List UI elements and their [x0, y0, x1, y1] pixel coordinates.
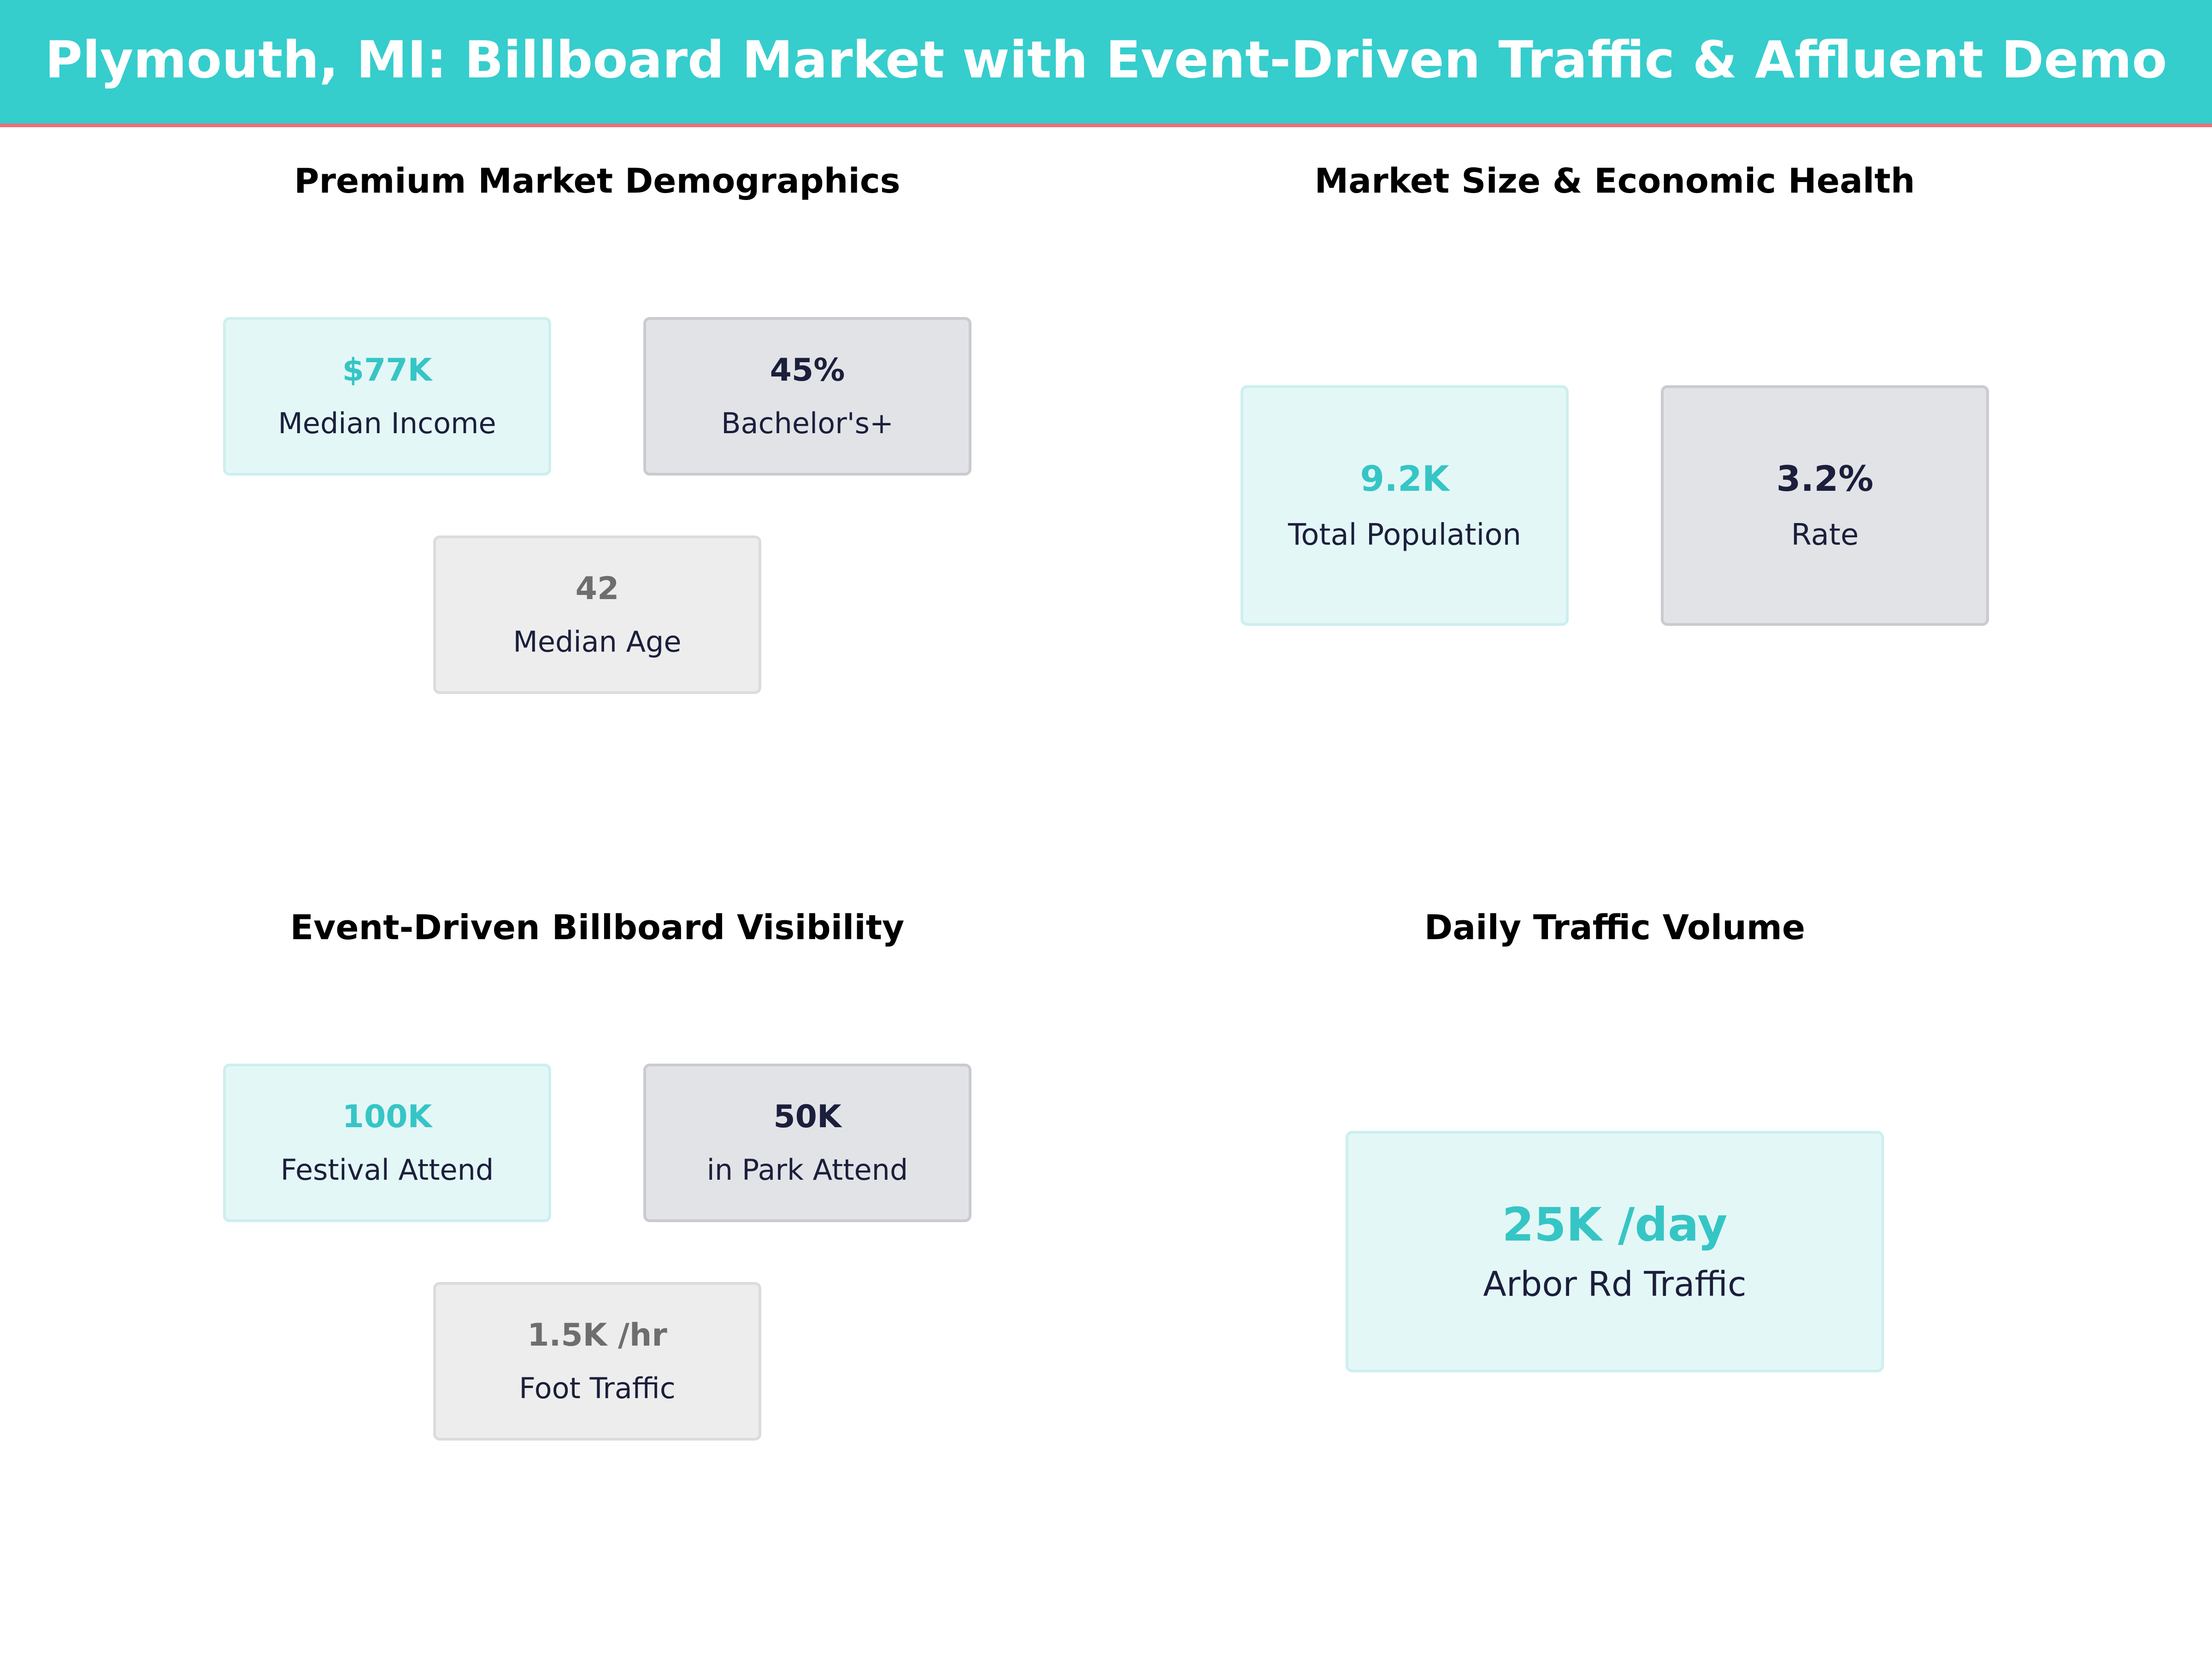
festival-attend-label: Festival Attend: [280, 1153, 494, 1187]
median-income-card: $77K Median Income: [223, 317, 551, 476]
rate-card: 3.2% Rate: [1661, 385, 1989, 626]
page-title: Plymouth, MI: Billboard Market with Even…: [45, 30, 2167, 90]
arbor-rd-traffic-card: 25K /day Arbor Rd Traffic: [1346, 1131, 1884, 1372]
park-attend-card: 50K in Park Attend: [643, 1064, 971, 1222]
bachelors-value: 45%: [770, 352, 845, 388]
median-income-label: Median Income: [278, 406, 496, 440]
arbor-rd-traffic-value: 25K /day: [1502, 1198, 1728, 1252]
events-panel-title: Event-Driven Billboard Visibility: [290, 908, 905, 947]
traffic-panel-title: Daily Traffic Volume: [1424, 908, 1806, 947]
arbor-rd-traffic-label: Arbor Rd Traffic: [1483, 1265, 1747, 1304]
park-attend-label: in Park Attend: [706, 1153, 908, 1187]
median-age-label: Median Age: [513, 625, 682, 659]
total-population-value: 9.2K: [1360, 458, 1449, 499]
festival-attend-card: 100K Festival Attend: [223, 1064, 551, 1222]
bachelors-card: 45% Bachelor's+: [643, 317, 971, 476]
median-age-value: 42: [575, 571, 619, 607]
total-population-label: Total Population: [1288, 518, 1522, 552]
total-population-card: 9.2K Total Population: [1241, 385, 1569, 626]
median-income-value: $77K: [342, 352, 432, 388]
header-banner: Plymouth, MI: Billboard Market with Even…: [0, 0, 2212, 127]
median-age-card: 42 Median Age: [433, 535, 761, 694]
festival-attend-value: 100K: [342, 1099, 432, 1135]
rate-value: 3.2%: [1776, 458, 1874, 499]
market-size-panel-title: Market Size & Economic Health: [1314, 161, 1915, 201]
demographics-panel-title: Premium Market Demographics: [294, 161, 900, 201]
rate-label: Rate: [1791, 518, 1859, 552]
foot-traffic-card: 1.5K /hr Foot Traffic: [433, 1282, 761, 1441]
foot-traffic-label: Foot Traffic: [519, 1371, 676, 1405]
bachelors-label: Bachelor's+: [721, 406, 894, 440]
park-attend-value: 50K: [773, 1099, 841, 1135]
foot-traffic-value: 1.5K /hr: [527, 1317, 667, 1353]
